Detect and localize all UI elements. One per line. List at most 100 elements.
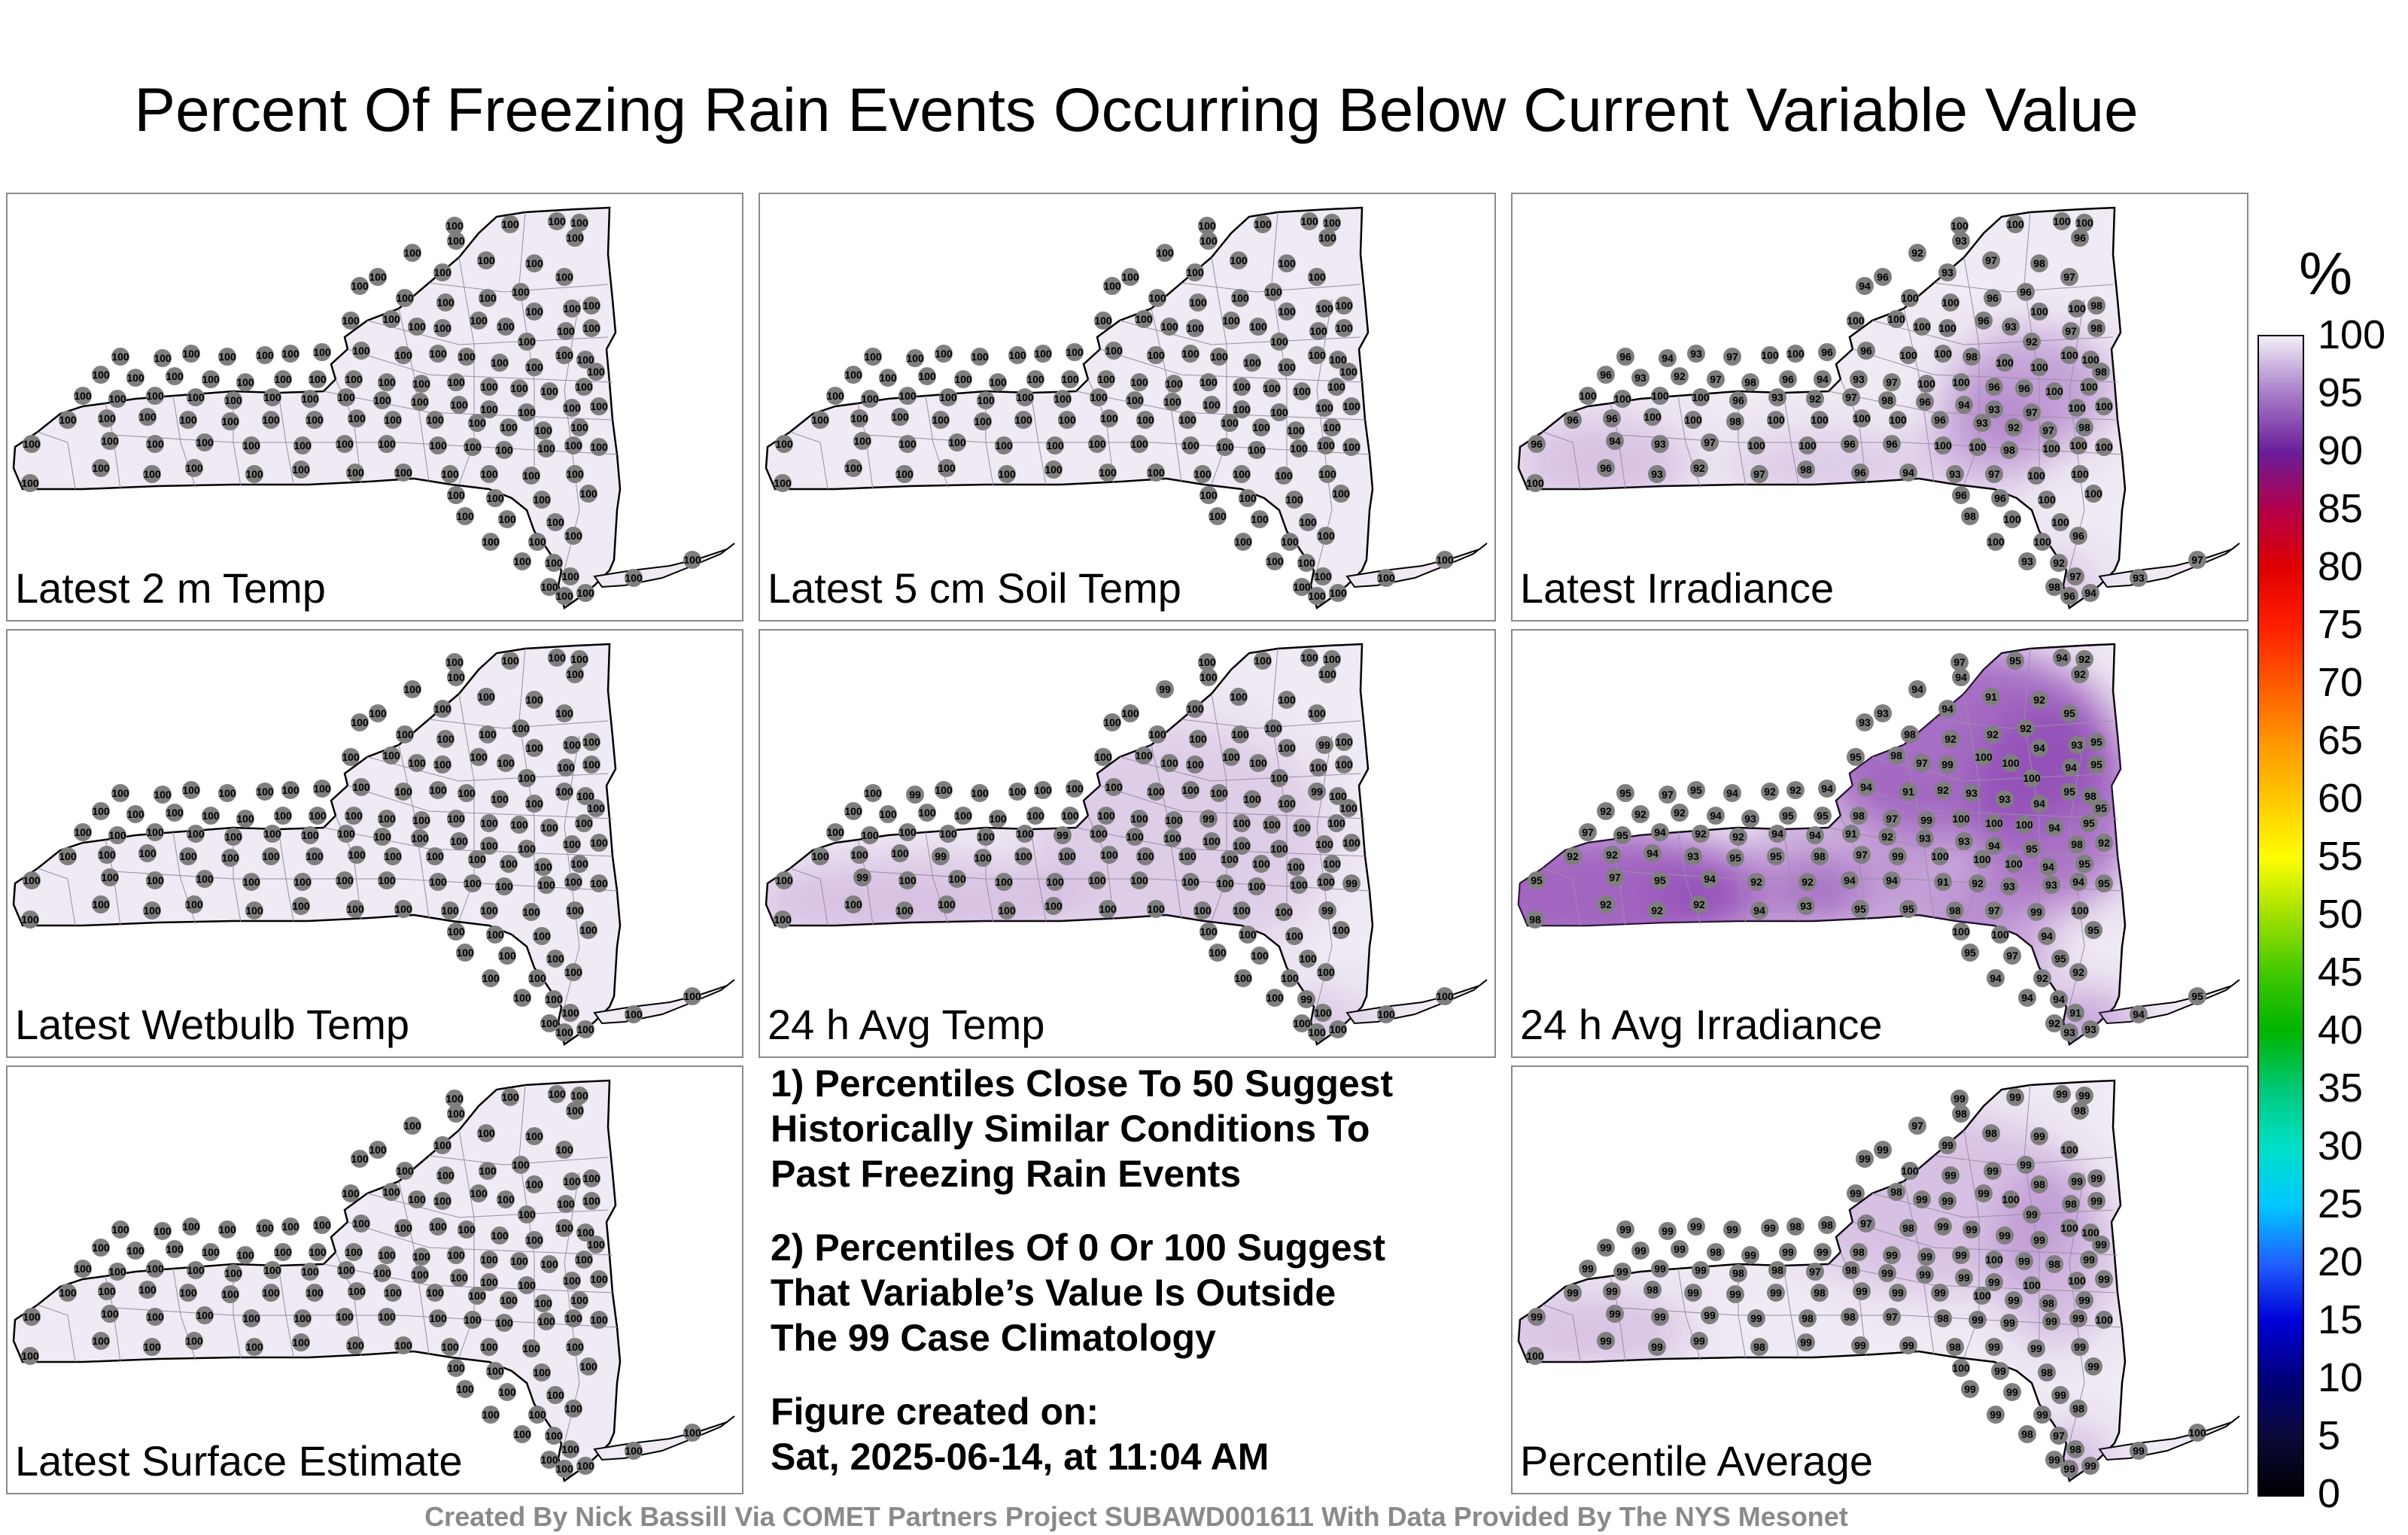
- station-marker: 92: [2069, 963, 2087, 981]
- station-marker: 100: [138, 844, 157, 862]
- station-value: 98: [1753, 1341, 1765, 1353]
- station-marker: 92: [1934, 781, 1952, 799]
- station-marker: 100: [844, 459, 862, 477]
- station-value: 100: [2006, 218, 2024, 230]
- station-value: 100: [1233, 840, 1251, 852]
- station-value: 100: [1786, 348, 1804, 360]
- station-value: 100: [396, 1165, 414, 1177]
- station-marker: 100: [540, 1255, 558, 1273]
- station-marker: 92: [2030, 691, 2048, 709]
- station-value: 100: [1105, 781, 1123, 793]
- station-value: 100: [1181, 439, 1199, 451]
- station-marker: 91: [1899, 783, 1917, 801]
- station-value: 93: [1941, 266, 1953, 278]
- county-line: [323, 391, 613, 421]
- station-value: 93: [1919, 832, 1931, 844]
- station-value: 100: [579, 1360, 597, 1372]
- station-marker: 98: [2018, 1425, 2036, 1443]
- station-value: 100: [479, 728, 497, 740]
- station-value: 100: [1136, 850, 1154, 862]
- station-value: 100: [411, 396, 429, 408]
- station-value: 100: [111, 1223, 129, 1236]
- station-value: 95: [1964, 947, 1976, 959]
- station-marker: 99: [1308, 783, 1326, 801]
- station-marker: 100: [1278, 302, 1296, 321]
- station-value: 100: [1016, 828, 1034, 840]
- station-value: 95: [1729, 852, 1741, 864]
- station-marker: 94: [2030, 795, 2048, 813]
- station-value: 100: [513, 1428, 531, 1440]
- station-marker: 100: [477, 1124, 495, 1142]
- station-value: 100: [555, 786, 573, 798]
- station-marker: 100: [396, 725, 414, 743]
- station-value: 100: [811, 414, 829, 426]
- station-marker: 100: [456, 507, 474, 525]
- station-value: 100: [564, 530, 582, 542]
- station-value: 100: [1973, 1290, 1991, 1302]
- station-marker: 100: [1917, 375, 1935, 393]
- station-marker: 96: [2017, 283, 2035, 301]
- station-value: 100: [351, 280, 369, 292]
- station-value: 100: [576, 1023, 594, 1035]
- station-marker: 100: [1811, 411, 1829, 429]
- station-value: 99: [1695, 1264, 1707, 1276]
- station-marker: 100: [384, 411, 402, 429]
- station-value: 100: [369, 707, 387, 719]
- station-marker: 92: [1564, 847, 1582, 865]
- station-marker: 94: [1643, 844, 1662, 862]
- station-marker: 100: [146, 1260, 164, 1278]
- station-value: 100: [1934, 439, 1952, 451]
- station-value: 100: [1199, 926, 1218, 938]
- station-value: 94: [2042, 861, 2054, 873]
- station-value: 100: [1651, 390, 1669, 402]
- station-marker: 100: [281, 781, 299, 799]
- station-value: 100: [576, 790, 594, 802]
- station-marker: 100: [468, 414, 486, 432]
- station-value: 100: [555, 271, 573, 283]
- station-marker: 98: [1982, 1124, 2000, 1142]
- station-value: 92: [2074, 668, 2086, 680]
- station-value: 99: [1941, 1195, 1953, 1207]
- station-marker: 93: [2130, 569, 2148, 587]
- station-marker: 100: [1136, 411, 1154, 429]
- station-marker: 100: [108, 390, 126, 408]
- station-value: 100: [998, 468, 1016, 480]
- station-marker: 100: [166, 1240, 184, 1258]
- station-value: 100: [1099, 903, 1117, 915]
- station-marker: 100: [500, 418, 518, 436]
- station-value: 99: [2078, 1090, 2090, 1102]
- station-value: 100: [534, 1297, 552, 1309]
- station-marker: 100: [408, 1190, 426, 1208]
- colorbar: [2258, 335, 2304, 1497]
- station-marker: 94: [1987, 969, 2005, 987]
- station-value: 96: [1821, 346, 1833, 358]
- panel-label: 24 h Avg Irradiance: [1520, 1001, 1883, 1048]
- station-value: 100: [1263, 819, 1281, 831]
- station-value: 100: [1767, 414, 1785, 426]
- station-value: 96: [1994, 492, 2006, 504]
- station-marker: 94: [1985, 837, 2003, 855]
- county-line: [1211, 257, 1227, 485]
- station-marker: 100: [479, 1162, 497, 1180]
- station-value: 92: [2026, 336, 2038, 348]
- station-value: 100: [1377, 1008, 1395, 1020]
- station-marker: 100: [1233, 465, 1251, 483]
- station-marker: 100: [2023, 769, 2041, 787]
- station-value: 100: [182, 1220, 200, 1233]
- station-value: 97: [1886, 1311, 1898, 1323]
- station-value: 95: [1854, 903, 1866, 915]
- station-marker: 100: [555, 268, 573, 286]
- station-marker: 100: [429, 781, 447, 799]
- station-marker: 99: [1603, 1282, 1621, 1300]
- station-marker: 100: [1747, 436, 1765, 454]
- station-marker: 100: [245, 1338, 263, 1356]
- station-value: 99: [2056, 1088, 2068, 1100]
- station-value: 100: [433, 703, 451, 715]
- station-marker: 97: [1950, 653, 1969, 671]
- station-value: 100: [447, 926, 465, 938]
- station-marker: 100: [242, 873, 260, 891]
- station-marker: 100: [2051, 513, 2069, 531]
- station-value: 100: [1329, 790, 1347, 802]
- station-value: 100: [196, 436, 214, 448]
- station-value: 93: [1687, 850, 1699, 862]
